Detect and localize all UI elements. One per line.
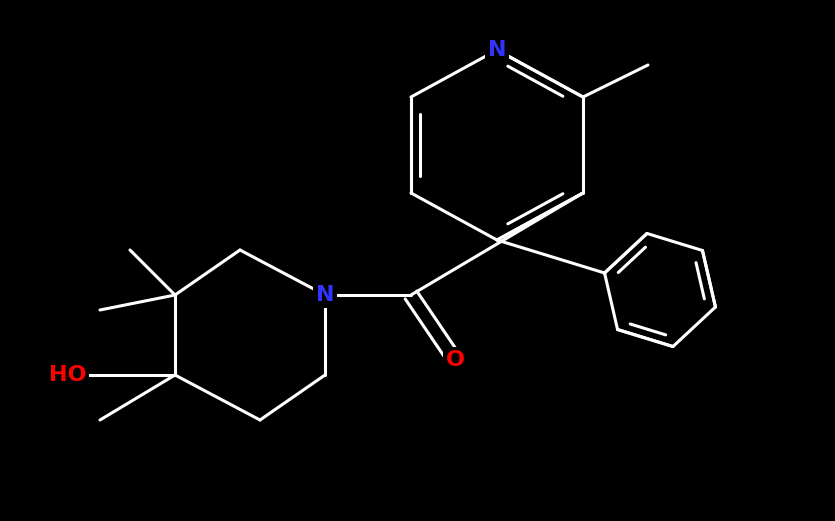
Text: O: O (446, 350, 464, 370)
Text: N: N (488, 40, 506, 60)
Text: HO: HO (49, 365, 87, 385)
Text: N: N (316, 285, 334, 305)
